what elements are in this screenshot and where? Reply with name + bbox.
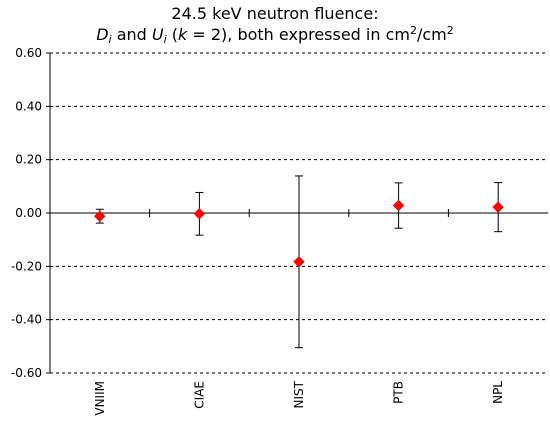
x-tick-label: NPL bbox=[491, 381, 505, 404]
y-axis-ticks: 0.60 0.40 0.20 0.00 -0.20 -0.40 -0.60 bbox=[11, 46, 50, 380]
y-tick-label: 0.60 bbox=[15, 46, 42, 60]
y-tick-label: -0.20 bbox=[11, 259, 42, 273]
title-and: and bbox=[116, 25, 147, 44]
y-tick-label: -0.60 bbox=[11, 366, 42, 380]
title-d-letter: D bbox=[96, 25, 109, 44]
chart-title-line-2: Di and Ui (k = 2), both expressed in cm2… bbox=[96, 24, 454, 46]
data-point bbox=[193, 208, 206, 220]
data-points bbox=[94, 199, 504, 268]
x-tick-label: CIAE bbox=[192, 381, 206, 409]
x-tick-label: PTB bbox=[392, 381, 406, 404]
chart-title-line-1: 24.5 keV neutron fluence: bbox=[171, 4, 379, 23]
title-u-letter: U bbox=[151, 25, 164, 44]
x-tick-label: VNIIM bbox=[93, 381, 107, 416]
title-unit-mid: /cm bbox=[416, 25, 447, 44]
data-point bbox=[492, 201, 504, 213]
title-u-subscript: i bbox=[163, 33, 167, 46]
y-tick-label: 0.00 bbox=[15, 206, 42, 220]
error-bars bbox=[95, 175, 503, 349]
data-point bbox=[293, 256, 305, 268]
x-tick-label: NIST bbox=[292, 380, 306, 408]
title-exp-2: 2 bbox=[446, 24, 454, 37]
title-exp-1: 2 bbox=[409, 24, 417, 37]
title-k-value: = 2), both expressed in cm bbox=[192, 25, 410, 44]
y-tick-label: 0.20 bbox=[15, 153, 42, 167]
title-d-subscript: i bbox=[108, 33, 112, 46]
y-tick-label: -0.40 bbox=[11, 313, 42, 327]
x-axis-ticks: VNIIM CIAE NIST PTB NPL bbox=[93, 209, 505, 416]
title-k-letter: k bbox=[178, 25, 188, 44]
data-point bbox=[392, 199, 405, 212]
y-tick-label: 0.40 bbox=[15, 99, 42, 113]
data-point bbox=[94, 210, 106, 222]
